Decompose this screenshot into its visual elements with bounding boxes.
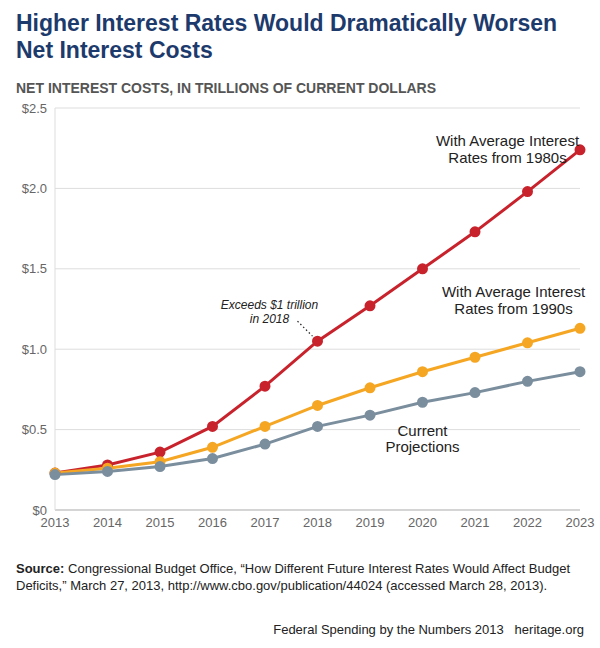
svg-text:2021: 2021 — [461, 515, 490, 530]
svg-text:Exceeds $1 trillion: Exceeds $1 trillion — [221, 298, 319, 312]
svg-text:$0: $0 — [33, 503, 47, 518]
svg-text:in 2018: in 2018 — [250, 312, 290, 326]
html-text:Federal Spending by the Number: Federal Spending by the Numbers 2013 — [273, 622, 504, 637]
svg-text:2015: 2015 — [146, 515, 175, 530]
svg-text:2018: 2018 — [303, 515, 332, 530]
svg-text:2019: 2019 — [356, 515, 385, 530]
svg-text:2022: 2022 — [513, 515, 542, 530]
html-text:Source: Congressional Budget O: Source: Congressional Budget Office, “Ho… — [16, 561, 570, 593]
svg-text:With Average Interest: With Average Interest — [442, 283, 586, 300]
svg-text:Projections: Projections — [385, 438, 459, 455]
html-text:NET INTEREST COSTS, IN TRILLIO: NET INTEREST COSTS, IN TRILLIONS OF CURR… — [16, 80, 436, 96]
html-text:heritage.org: heritage.org — [514, 622, 584, 637]
svg-text:$0.5: $0.5 — [22, 422, 47, 437]
svg-text:2023: 2023 — [566, 515, 592, 530]
svg-text:$2.0: $2.0 — [22, 181, 47, 196]
html-text:Higher Interest Rates Would Dr: Higher Interest Rates Would Dramatically… — [16, 10, 558, 63]
svg-text:2013: 2013 — [40, 515, 70, 531]
svg-text:Rates from 1980s: Rates from 1980s — [448, 149, 566, 166]
svg-text:2014: 2014 — [93, 515, 122, 530]
svg-text:$1.5: $1.5 — [22, 261, 47, 276]
svg-text:Current: Current — [397, 422, 448, 439]
svg-text:2017: 2017 — [251, 515, 280, 530]
svg-text:$1.0: $1.0 — [22, 342, 47, 357]
svg-text:With Average Interest: With Average Interest — [436, 132, 580, 149]
svg-text:2020: 2020 — [408, 515, 437, 530]
svg-text:$2.5: $2.5 — [22, 101, 47, 116]
svg-text:2016: 2016 — [198, 515, 227, 530]
svg-text:Rates from 1990s: Rates from 1990s — [454, 300, 572, 317]
